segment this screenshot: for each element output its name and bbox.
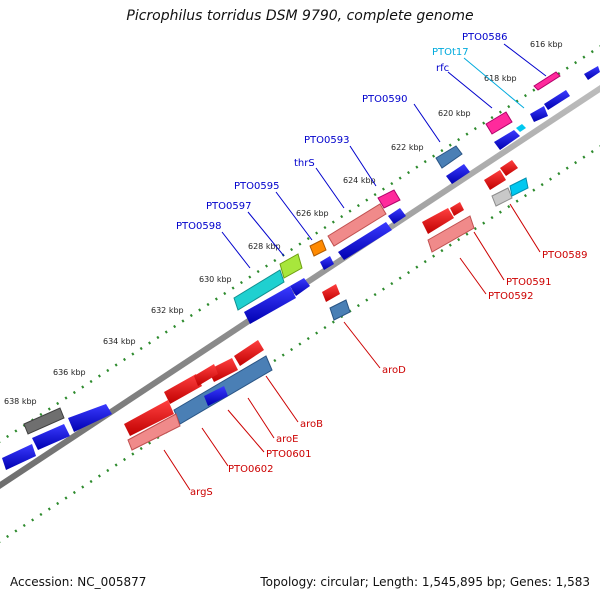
tick-616: 616 kbp (530, 40, 563, 49)
label-thrs: thrS (294, 158, 315, 169)
label-arob: aroB (300, 419, 323, 430)
gene-pto0597[interactable] (279, 253, 303, 279)
gene-forward[interactable] (584, 66, 600, 80)
tick-636: 636 kbp (53, 368, 86, 377)
tick-618: 618 kbp (484, 74, 517, 83)
gene-forward[interactable] (320, 256, 334, 270)
gene-forward[interactable] (494, 130, 520, 150)
accession-text: Accession: NC_005877 (10, 575, 147, 589)
tick-628: 628 kbp (248, 242, 281, 251)
gene-pto0590[interactable] (435, 145, 463, 169)
tick-634: 634 kbp (103, 337, 136, 346)
forward-labels: PTO0586 PTOt17 rfc PTO0590 PTO0593 thrS … (176, 32, 507, 232)
gene-reverse[interactable] (450, 202, 464, 216)
label-pto0602: PTO0602 (228, 464, 273, 475)
gene-pto0589[interactable] (484, 170, 506, 190)
kbp-ticks: 616 kbp 618 kbp 620 kbp 622 kbp 624 kbp … (4, 40, 563, 406)
label-args: argS (190, 487, 213, 498)
label-pto0595: PTO0595 (234, 181, 279, 192)
gene-forward[interactable] (244, 286, 296, 324)
label-pto0601: PTO0601 (266, 449, 311, 460)
gene-arod-box[interactable] (329, 299, 351, 321)
label-pto0590: PTO0590 (362, 94, 407, 105)
gene-reverse[interactable] (500, 160, 518, 176)
tick-630: 630 kbp (199, 275, 232, 284)
inner-dotted-track (0, 145, 600, 543)
gene-forward[interactable] (32, 424, 70, 450)
gene-forward[interactable] (290, 278, 310, 296)
gene-rna-small[interactable] (509, 177, 529, 197)
label-pto0593: PTO0593 (304, 135, 349, 146)
forward-genes (2, 66, 600, 470)
gene-args-box[interactable] (127, 413, 181, 451)
gene-reverse[interactable] (194, 364, 218, 386)
gene-forward[interactable] (388, 208, 406, 224)
gene-pto0595[interactable] (309, 239, 327, 257)
gene-args[interactable] (124, 400, 174, 436)
topology-summary: Topology: circular; Length: 1,545,895 bp… (260, 575, 590, 589)
gene-arob[interactable] (234, 340, 264, 366)
outer-dotted-track (0, 45, 600, 443)
callout-lines (163, 43, 547, 491)
label-pto0597: PTO0597 (206, 201, 251, 212)
gene-gray[interactable] (23, 407, 65, 435)
map-title: Picrophilus torridus DSM 9790, complete … (126, 8, 474, 24)
label-rfc: rfc (436, 63, 449, 74)
label-pto0589: PTO0589 (542, 250, 587, 261)
label-pto0586: PTO0586 (462, 32, 507, 43)
tick-622: 622 kbp (391, 143, 424, 152)
reverse-labels: PTO0589 PTO0591 PTO0592 aroD aroB aroE P… (190, 250, 587, 498)
gene-arod[interactable] (322, 284, 340, 302)
label-pto0592: PTO0592 (488, 291, 533, 302)
gene-rfc[interactable] (485, 111, 513, 135)
gene-pto0593[interactable] (377, 189, 401, 209)
reverse-genes (124, 160, 529, 451)
gene-thrs[interactable] (327, 203, 387, 247)
gene-pto0598[interactable] (233, 269, 285, 311)
gene-aroe[interactable] (204, 386, 228, 406)
tick-638: 638 kbp (4, 397, 37, 406)
gene-forward[interactable] (544, 90, 570, 110)
gene-forward[interactable] (446, 164, 470, 184)
gene-pto0601[interactable] (208, 358, 238, 382)
gene-gray-small[interactable] (491, 187, 513, 207)
label-arod: aroD (382, 365, 406, 376)
gene-ptot17[interactable] (516, 124, 526, 132)
gene-pto0591[interactable] (422, 208, 454, 234)
label-pto0591: PTO0591 (506, 277, 551, 288)
gene-forward[interactable] (68, 404, 112, 432)
label-pto0598: PTO0598 (176, 221, 221, 232)
label-ptot17: PTOt17 (432, 47, 469, 58)
tick-626: 626 kbp (296, 209, 329, 218)
tick-620: 620 kbp (438, 109, 471, 118)
tick-624: 624 kbp (343, 176, 376, 185)
gene-forward[interactable] (530, 106, 548, 122)
gene-pto0586[interactable] (533, 71, 561, 91)
gene-forward[interactable] (2, 444, 36, 470)
gene-forward[interactable] (338, 222, 392, 260)
tick-632: 632 kbp (151, 306, 184, 315)
label-aroe: aroE (276, 434, 298, 445)
gene-pto0602[interactable] (164, 374, 202, 404)
gene-pto0592[interactable] (427, 215, 475, 253)
